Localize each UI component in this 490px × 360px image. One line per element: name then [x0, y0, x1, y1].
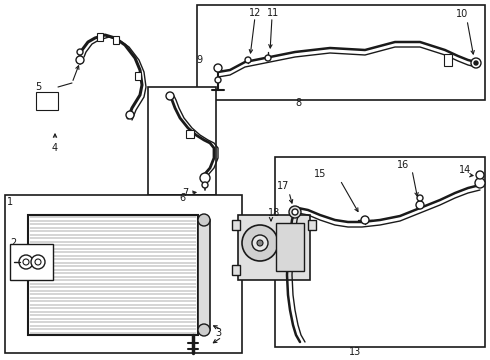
Bar	[232, 265, 240, 275]
Circle shape	[19, 255, 33, 269]
Text: 13: 13	[349, 347, 361, 357]
Circle shape	[202, 182, 208, 188]
Text: 12: 12	[249, 8, 261, 18]
Circle shape	[289, 206, 301, 218]
Bar	[10, 244, 53, 280]
Circle shape	[475, 178, 485, 188]
Circle shape	[292, 209, 298, 215]
Text: 16: 16	[397, 160, 409, 170]
Text: 1: 1	[7, 197, 13, 207]
Text: 7: 7	[182, 188, 188, 198]
Circle shape	[198, 324, 210, 336]
Circle shape	[471, 58, 481, 68]
Circle shape	[474, 61, 478, 65]
Circle shape	[23, 259, 29, 265]
Text: 4: 4	[52, 143, 58, 153]
Text: 18: 18	[268, 208, 280, 218]
Circle shape	[126, 111, 134, 119]
Circle shape	[416, 201, 424, 209]
Circle shape	[31, 255, 45, 269]
Bar	[444, 54, 452, 66]
Circle shape	[35, 259, 41, 265]
Circle shape	[252, 235, 268, 251]
Bar	[197, 5, 485, 100]
Circle shape	[198, 214, 210, 226]
Bar	[28, 215, 198, 335]
Circle shape	[265, 55, 271, 61]
Circle shape	[417, 195, 423, 201]
Text: 2: 2	[10, 238, 16, 248]
Circle shape	[361, 216, 369, 224]
Text: 3: 3	[215, 328, 221, 338]
Text: 8: 8	[295, 98, 301, 108]
Text: 15: 15	[314, 169, 326, 179]
Text: 17: 17	[277, 181, 289, 191]
Bar	[135, 72, 141, 80]
Circle shape	[215, 77, 221, 83]
Circle shape	[242, 225, 278, 261]
Bar	[36, 92, 58, 110]
Bar	[232, 220, 240, 230]
Bar	[275, 157, 485, 347]
Text: 9: 9	[196, 55, 202, 65]
Bar	[148, 87, 216, 195]
Bar	[97, 33, 103, 41]
Circle shape	[76, 56, 84, 64]
Circle shape	[476, 171, 484, 179]
Text: 10: 10	[456, 9, 468, 19]
Text: 11: 11	[267, 8, 279, 18]
Circle shape	[77, 49, 83, 55]
Circle shape	[257, 240, 263, 246]
Bar	[276, 223, 304, 271]
Bar	[186, 130, 194, 138]
Circle shape	[245, 57, 251, 63]
Bar	[308, 220, 316, 230]
Bar	[5, 195, 242, 353]
Bar	[198, 220, 210, 330]
Bar	[113, 36, 119, 44]
Text: 6: 6	[179, 193, 185, 203]
Circle shape	[200, 173, 210, 183]
Circle shape	[214, 64, 222, 72]
Text: 5: 5	[35, 82, 41, 92]
Circle shape	[166, 92, 174, 100]
Text: 14: 14	[459, 165, 471, 175]
Bar	[238, 215, 310, 280]
